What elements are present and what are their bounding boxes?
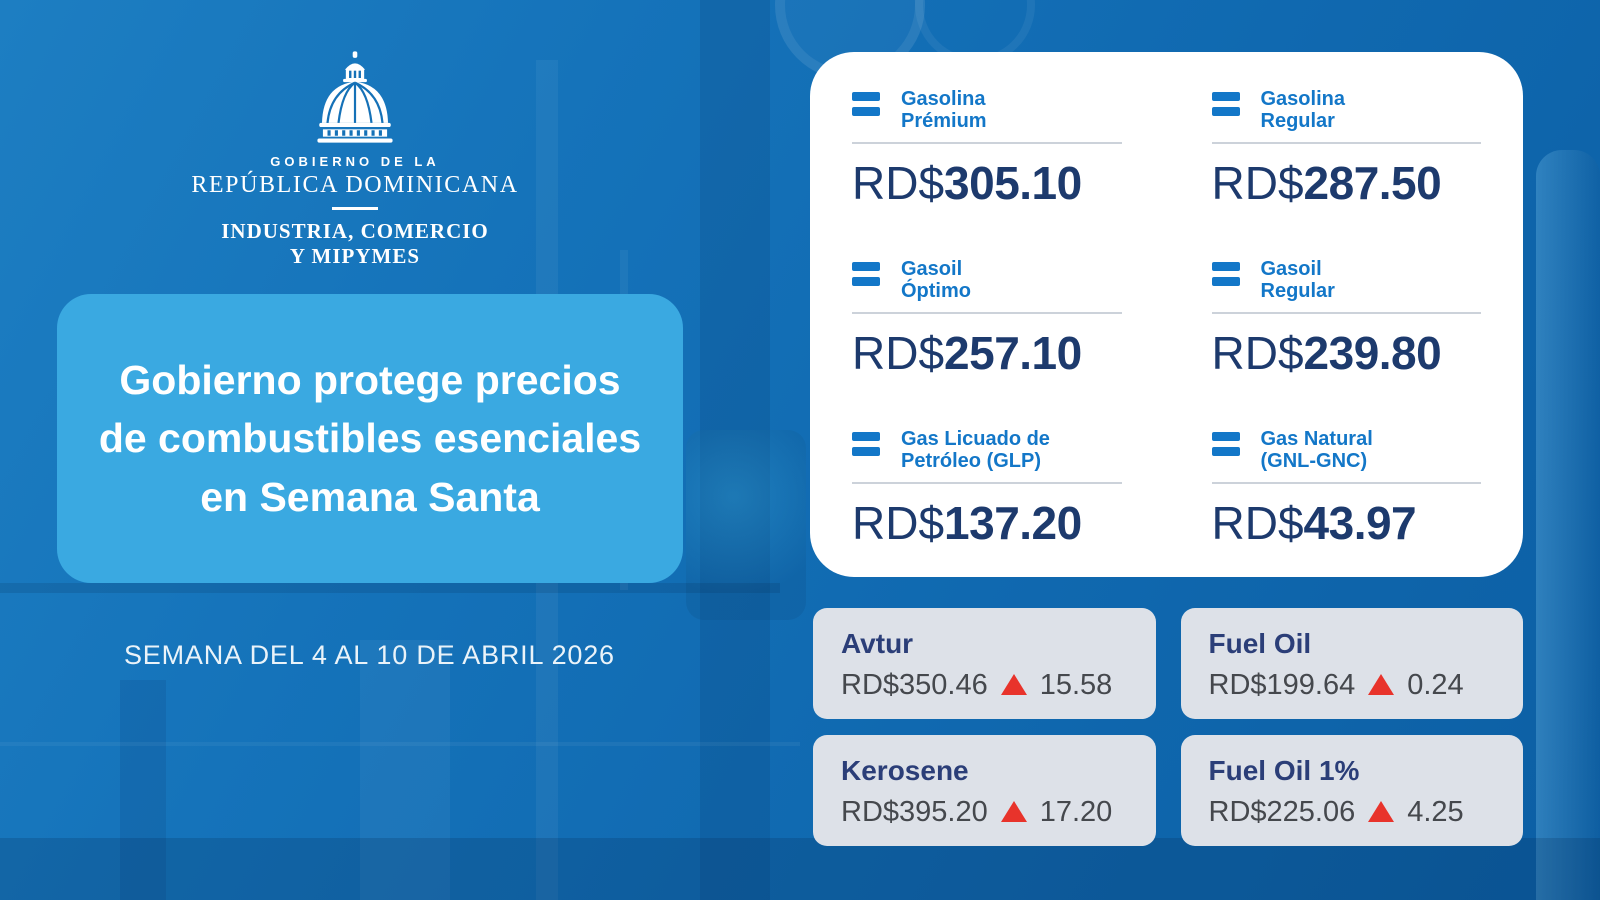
headline-text: Gobierno protege precios de combustibles…	[99, 351, 641, 526]
fuel-price-value: RD$43.97	[1211, 496, 1417, 549]
logo-republic-line: REPÚBLICA DOMINICANA	[191, 172, 519, 198]
week-range-label: SEMANA DEL 4 AL 10 DE ABRIL 2026	[124, 640, 615, 670]
fuel-item-header: Gasolina Regular	[1211, 88, 1482, 133]
fuel-name-label: Fuel Oil	[1208, 628, 1312, 659]
national-palace-dome-icon	[317, 51, 393, 143]
refinery-column-shape	[700, 0, 770, 900]
divider	[852, 311, 1122, 314]
price-change-value: 4.25	[1407, 796, 1464, 828]
fuel-price-item-gasolina-premium: Gasolina Prémium RD$305.10	[852, 88, 1122, 236]
fuel-name-label: Kerosene	[841, 755, 969, 786]
divider	[1211, 481, 1481, 484]
fuel-item-header: Gasolina Prémium	[852, 88, 1122, 133]
fuel-name-label: Avtur	[841, 628, 914, 659]
equals-icon	[1211, 432, 1240, 456]
fuel-price-value: RD$350.46	[841, 669, 988, 701]
equals-icon	[852, 432, 880, 456]
refinery-pipe-shape	[1536, 150, 1600, 900]
price-change-row: RD$395.20 17.20	[841, 796, 1132, 829]
change-card-fuel-oil-1pct: Fuel Oil 1% RD$225.06 4.25	[1180, 735, 1523, 846]
fuel-price-value: RD$199.64	[1208, 669, 1356, 701]
fuel-item-header: Gasoil Óptimo	[852, 258, 1122, 303]
fuel-name-label: Fuel Oil 1%	[1208, 755, 1360, 786]
fuel-price-item-glp: Gas Licuado de Petróleo (GLP) RD$137.20	[852, 428, 1122, 576]
equals-icon	[852, 92, 880, 116]
fuel-item-header: Gas Natural (GNL-GNC)	[1211, 428, 1482, 473]
price-change-row: RD$350.46 15.58	[841, 669, 1132, 702]
divider	[1211, 311, 1481, 314]
logo-ministry-line2: Y MIPYMES	[289, 243, 421, 268]
fuel-price-value: RD$287.50	[1211, 156, 1442, 209]
headline-banner: Gobierno protege precios de combustibles…	[57, 294, 683, 583]
fuel-name-label: Gasoil Óptimo	[901, 258, 971, 303]
fuel-item-header: Gasoil Regular	[1211, 258, 1482, 303]
fuel-price-item-gasoil-optimo: Gasoil Óptimo RD$257.10	[852, 258, 1122, 406]
divider	[852, 481, 1122, 484]
refinery-line-shape	[0, 742, 800, 746]
equals-icon	[1211, 92, 1240, 116]
increase-triangle-icon	[1368, 673, 1395, 695]
divider	[1211, 141, 1481, 144]
increase-triangle-icon	[1000, 673, 1027, 695]
price-change-value: 15.58	[1039, 669, 1113, 701]
logo-gov-line: GOBIERNO DE LA	[270, 154, 440, 169]
equals-icon	[852, 262, 880, 286]
logo-ministry-line1: INDUSTRIA, COMERCIO	[221, 219, 489, 243]
refinery-column-shape	[120, 680, 166, 900]
increase-triangle-icon	[1368, 800, 1395, 822]
price-change-row: RD$225.06 4.25	[1209, 796, 1500, 829]
fuel-price-item-gasoil-regular: Gasoil Regular RD$239.80	[1211, 258, 1482, 406]
fuel-price-value: RD$395.20	[841, 796, 988, 828]
variable-prices-grid: Avtur RD$350.46 15.58 Fuel Oil RD$199.64…	[813, 608, 1523, 846]
increase-triangle-icon	[1000, 800, 1027, 822]
price-change-value: 0.24	[1407, 669, 1464, 701]
change-card-fuel-oil: Fuel Oil RD$199.64 0.24	[1180, 608, 1523, 719]
fuel-price-value: RD$225.06	[1208, 796, 1356, 828]
price-change-row: RD$199.64 0.24	[1209, 669, 1500, 702]
fuel-item-header: Gas Licuado de Petróleo (GLP)	[852, 428, 1122, 473]
fuel-price-value: RD$239.80	[1211, 326, 1442, 379]
refinery-band-shape	[0, 838, 1600, 900]
change-card-kerosene: Kerosene RD$395.20 17.20	[813, 735, 1156, 846]
fuel-price-item-gas-natural: Gas Natural (GNL-GNC) RD$43.97	[1211, 428, 1482, 576]
refinery-column-shape	[360, 640, 450, 900]
change-card-avtur: Avtur RD$350.46 15.58	[813, 608, 1156, 719]
logo-divider	[332, 207, 378, 210]
fuel-price-value: RD$137.20	[852, 496, 1082, 549]
refinery-machinery-shape	[686, 430, 806, 620]
price-change-value: 17.20	[1039, 796, 1113, 828]
fuel-price-value: RD$305.10	[852, 156, 1082, 209]
fuel-name-label: Gas Natural (GNL-GNC)	[1260, 428, 1373, 473]
fuel-price-item-gasolina-regular: Gasolina Regular RD$287.50	[1211, 88, 1482, 236]
headline-line3: en Semana Santa	[200, 473, 540, 520]
fuel-name-label: Gas Licuado de Petróleo (GLP)	[901, 428, 1050, 473]
divider	[852, 141, 1122, 144]
refinery-band-shape	[0, 583, 780, 593]
fuel-name-label: Gasoil Regular	[1260, 258, 1335, 303]
fuel-name-label: Gasolina Regular	[1260, 88, 1345, 133]
government-logo: GOBIERNO DE LA REPÚBLICA DOMINICANA INDU…	[178, 50, 532, 269]
fuel-price-value: RD$257.10	[852, 326, 1082, 379]
fuel-name-label: Gasolina Prémium	[901, 88, 987, 133]
headline-line2: de combustibles esenciales	[98, 415, 642, 462]
equals-icon	[1211, 262, 1240, 286]
headline-line1: Gobierno protege precios	[119, 357, 621, 404]
frozen-prices-card: Gasolina Prémium RD$305.10 Gasolina Regu…	[810, 52, 1523, 577]
